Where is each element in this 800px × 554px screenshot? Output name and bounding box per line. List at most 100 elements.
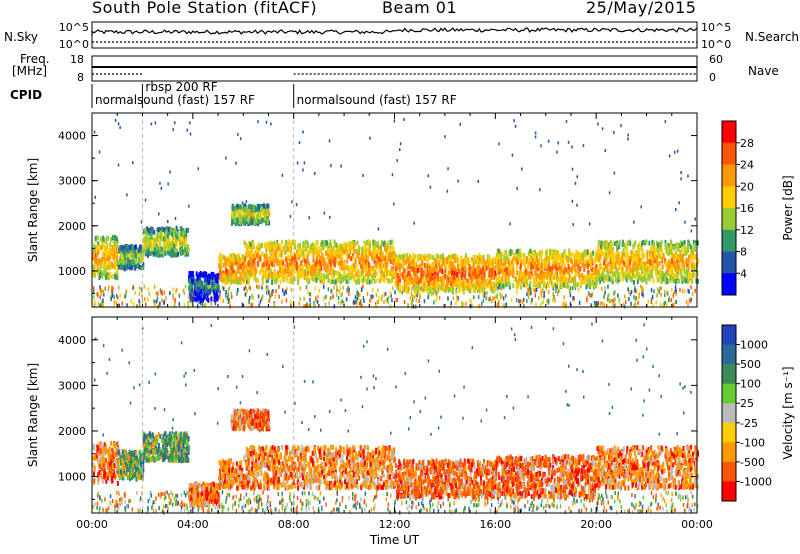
power-echo-cell — [576, 282, 579, 288]
power-echo-cell — [263, 203, 265, 209]
power-echo-cell — [618, 239, 621, 245]
power-echo-cell — [478, 274, 481, 280]
power-echo-cell — [675, 242, 678, 248]
power-echo-cell — [131, 255, 134, 261]
power-echo-cell — [445, 283, 448, 289]
power-echo-cell — [175, 252, 178, 258]
power-echo-cell — [621, 253, 624, 259]
power-echo-cell — [198, 291, 201, 297]
power-noise-cell — [269, 295, 271, 300]
power-echo-cell — [273, 240, 276, 246]
power-echo-cell — [614, 256, 617, 262]
power-echo-cell — [411, 266, 414, 272]
power-echo-cell — [256, 278, 259, 283]
power-noise-cell — [656, 287, 659, 292]
power-echo-cell — [591, 267, 594, 272]
power-echo-cell — [286, 262, 289, 268]
power-echo-cell — [259, 203, 262, 209]
power-echo-cell — [172, 234, 174, 240]
power-echo-cell — [418, 267, 421, 273]
power-echo-cell — [282, 268, 284, 274]
power-noise-cell — [200, 301, 202, 306]
power-speckle — [328, 139, 331, 143]
power-echo-cell — [312, 247, 315, 253]
power-echo-cell — [374, 240, 377, 246]
power-echo-cell — [239, 220, 242, 226]
power-echo-cell — [426, 277, 429, 283]
power-speckle — [567, 140, 570, 144]
power-echo-cell — [464, 284, 467, 289]
power-echo-cell — [391, 252, 394, 257]
power-echo-cell — [392, 248, 395, 254]
power-echo-cell — [242, 265, 245, 271]
power-echo-cell — [202, 288, 205, 294]
power-echo-cell — [537, 263, 540, 269]
power-echo-cell — [229, 262, 231, 268]
power-noise-cell — [305, 304, 307, 308]
power-noise-cell — [523, 304, 525, 309]
power-echo-cell — [307, 250, 309, 256]
power-echo-cell — [453, 270, 456, 276]
power-noise-cell — [290, 304, 292, 309]
power-noise-cell — [564, 303, 566, 308]
power-echo-cell — [166, 233, 169, 239]
power-echo-cell — [119, 251, 122, 257]
power-noise-cell — [496, 303, 498, 308]
power-echo-cell — [194, 296, 197, 302]
power-noise-cell — [249, 286, 251, 291]
power-echo-cell — [417, 254, 420, 260]
power-echo-cell — [504, 272, 507, 277]
power-echo-cell — [160, 246, 163, 252]
power-echo-cell — [614, 272, 617, 278]
power-echo-cell — [305, 263, 308, 269]
power-echo-cell — [268, 211, 271, 217]
power-echo-cell — [567, 278, 570, 284]
power-echo-cell — [641, 240, 643, 246]
power-echo-cell — [142, 229, 145, 235]
power-echo-cell — [242, 220, 245, 226]
power-echo-cell — [339, 248, 342, 254]
power-noise-cell — [635, 288, 638, 293]
power-noise-cell — [104, 286, 106, 291]
power-noise-cell — [536, 285, 539, 289]
power-echo-cell — [550, 255, 553, 260]
power-echo-cell — [416, 288, 419, 294]
power-echo-cell — [115, 253, 118, 259]
power-echo-cell — [675, 278, 678, 284]
power-echo-cell — [329, 266, 332, 272]
power-echo-cell — [594, 252, 597, 258]
power-echo-cell — [487, 282, 490, 288]
power-echo-cell — [171, 252, 174, 257]
power-echo-cell — [246, 251, 249, 256]
power-echo-cell — [350, 256, 353, 262]
power-echo-cell — [659, 268, 662, 274]
power-noise-cell — [258, 303, 260, 308]
power-echo-cell — [148, 236, 151, 242]
power-echo-cell — [467, 267, 470, 273]
power-echo-cell — [453, 258, 456, 264]
power-noise-cell — [158, 302, 161, 307]
power-echo-cell — [147, 252, 149, 258]
power-echo-cell — [598, 239, 601, 245]
power-echo-cell — [249, 211, 252, 217]
power-echo-cell — [591, 279, 594, 285]
power-echo-cell — [449, 280, 452, 286]
power-echo-cell — [681, 262, 684, 268]
power-noise-cell — [121, 301, 124, 306]
power-echo-cell — [487, 254, 489, 260]
power-echo-cell — [94, 252, 97, 258]
power-noise-cell — [103, 292, 105, 297]
power-noise-cell — [611, 301, 614, 306]
power-noise-cell — [642, 293, 644, 298]
power-echo-cell — [102, 264, 105, 270]
power-echo-cell — [108, 263, 111, 269]
power-echo-cell — [273, 262, 276, 268]
power-echo-cell — [530, 264, 533, 270]
power-echo-cell — [233, 279, 236, 284]
power-echo-cell — [300, 273, 303, 279]
power-echo-cell — [560, 273, 563, 279]
power-noise-cell — [590, 303, 592, 308]
power-echo-cell — [683, 251, 686, 257]
power-echo-cell — [240, 266, 243, 272]
power-noise-cell — [359, 301, 362, 306]
